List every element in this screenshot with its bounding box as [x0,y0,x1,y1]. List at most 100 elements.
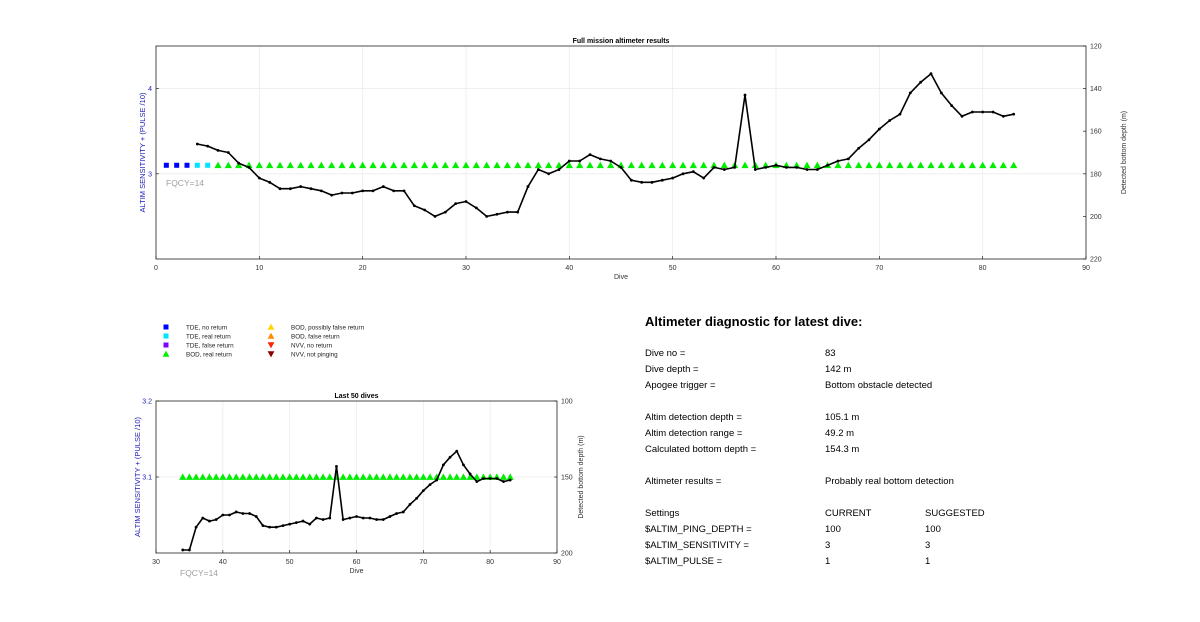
bottom-depth-point [221,513,225,517]
diagnostic-row-current: 83 [825,348,836,359]
bod-real-return-marker [813,161,821,169]
bod-real-return-marker [534,161,542,169]
bottom-depth-point [857,146,861,150]
bottom-depth-point [619,166,623,169]
bottom-depth-point [464,200,468,203]
bottom-depth-point [288,522,292,526]
bod-real-return-marker [386,473,394,480]
bod-real-return-marker [855,161,863,169]
bod-real-return-marker [958,161,966,169]
diagnostic-row-current: 105.1 m [825,412,860,423]
bottom-depth-point [743,93,747,97]
bottom-depth-point [268,525,272,529]
y-right-tick-label: 200 [561,551,573,558]
legend-label-nvv_not_pinging: NVV, not pinging [291,352,338,359]
bod-real-return-marker [576,161,584,169]
bod-real-return-marker [406,473,414,480]
bottom-depth-point [228,513,231,517]
diagnostic-row-label: Altim detection depth = [645,412,742,423]
y-right-axis-label: Detected bottom depth (m) [578,435,585,518]
bod-real-return-marker [413,473,421,480]
bod-real-return-marker [266,473,274,480]
bottom-depth-point [412,204,416,208]
diagnostic-row-label: Apogee trigger = [645,380,716,391]
bod-real-return-marker [292,473,300,480]
bottom-depth-point [234,510,238,514]
bottom-depth-point [299,185,303,188]
bottom-depth-point [248,512,251,515]
bottom-depth-point [671,176,675,180]
bod-real-return-marker [466,473,474,480]
diagnostic-row-label: Altimeter results = [645,476,722,487]
legend-marker-nvv_no_return [267,342,275,349]
bottom-depth-point [241,512,245,515]
bottom-depth-point [308,522,312,526]
bod-real-return-marker [596,161,604,169]
bottom-depth-point [640,180,644,184]
bod-real-return-marker [199,473,207,480]
bod-real-return-marker [299,473,307,480]
diagnostic-row-label: $ALTIM_PULSE = [645,556,723,567]
bod-real-return-marker [710,161,718,169]
tde-no-return-marker [184,162,190,168]
bod-real-return-marker [339,473,347,480]
legend-label-tde_real_return: TDE, real return [186,334,231,341]
diagnostic-row-label: Dive no = [645,348,686,359]
y-left-axis-label: ALTIM SENSITIVITY + (PULSE /10) [138,92,147,212]
bod-real-return-marker [462,161,470,169]
bod-real-return-marker [896,161,904,169]
x-tick-label: 10 [255,265,263,272]
bod-real-return-marker [431,161,439,169]
y-left-tick-label: 3.2 [142,399,152,406]
chart-title: Last 50 dives [335,393,379,400]
bottom-depth-point [237,161,241,165]
bottom-depth-point [281,524,285,528]
bottom-depth-point [505,210,509,214]
bod-real-return-marker [483,161,491,169]
bod-real-return-marker [524,161,532,169]
bod-real-return-marker [927,161,935,169]
bod-real-return-marker [439,473,447,480]
bottom-depth-point [629,178,633,182]
bottom-depth-point [846,157,850,161]
diagnostic-row-current: Bottom obstacle detected [825,380,933,391]
bottom-depth-point [319,189,323,193]
legend-marker-nvv_not_pinging [267,351,275,358]
bottom-depth-point [650,180,654,184]
legend-label-bod_real_return: BOD, real return [186,352,232,359]
x-tick-label: 30 [462,265,470,272]
bottom-depth-point [268,180,272,184]
bod-real-return-marker [472,161,480,169]
bod-real-return-marker [627,161,635,169]
bod-real-return-marker [658,161,666,169]
bod-real-return-marker [741,161,749,169]
x-tick-label: 60 [772,265,780,272]
bod-real-return-marker [328,161,336,169]
bod-real-return-marker [239,473,247,480]
bottom-depth-point [474,206,478,210]
bod-real-return-marker [459,473,468,480]
tde-no-return-marker [174,162,180,168]
bod-real-return-marker [185,473,194,480]
bottom-depth-point [208,519,211,523]
bod-real-return-marker [834,161,842,169]
bottom-depth-point [428,483,432,486]
bod-real-return-marker [245,473,254,480]
bottom-depth-point [448,455,452,459]
bod-real-return-marker [348,161,356,169]
x-tick-label: 90 [1082,265,1090,272]
bottom-depth-point [660,178,664,182]
bod-real-return-marker [252,473,260,480]
bottom-depth-point [254,515,258,518]
bottom-depth-point [795,166,799,169]
diagnostic-row-current: 1 [825,556,831,567]
bottom-depth-point [355,515,358,518]
bottom-depth-point [981,110,985,114]
bod-real-return-marker [259,473,267,480]
bod-real-return-marker [506,473,514,480]
x-tick-label: 40 [219,559,227,566]
y-right-tick-label: 200 [1090,214,1102,221]
bod-real-return-marker [906,161,914,169]
bottom-depth-point [454,202,458,206]
bottom-depth-point [1012,112,1016,116]
